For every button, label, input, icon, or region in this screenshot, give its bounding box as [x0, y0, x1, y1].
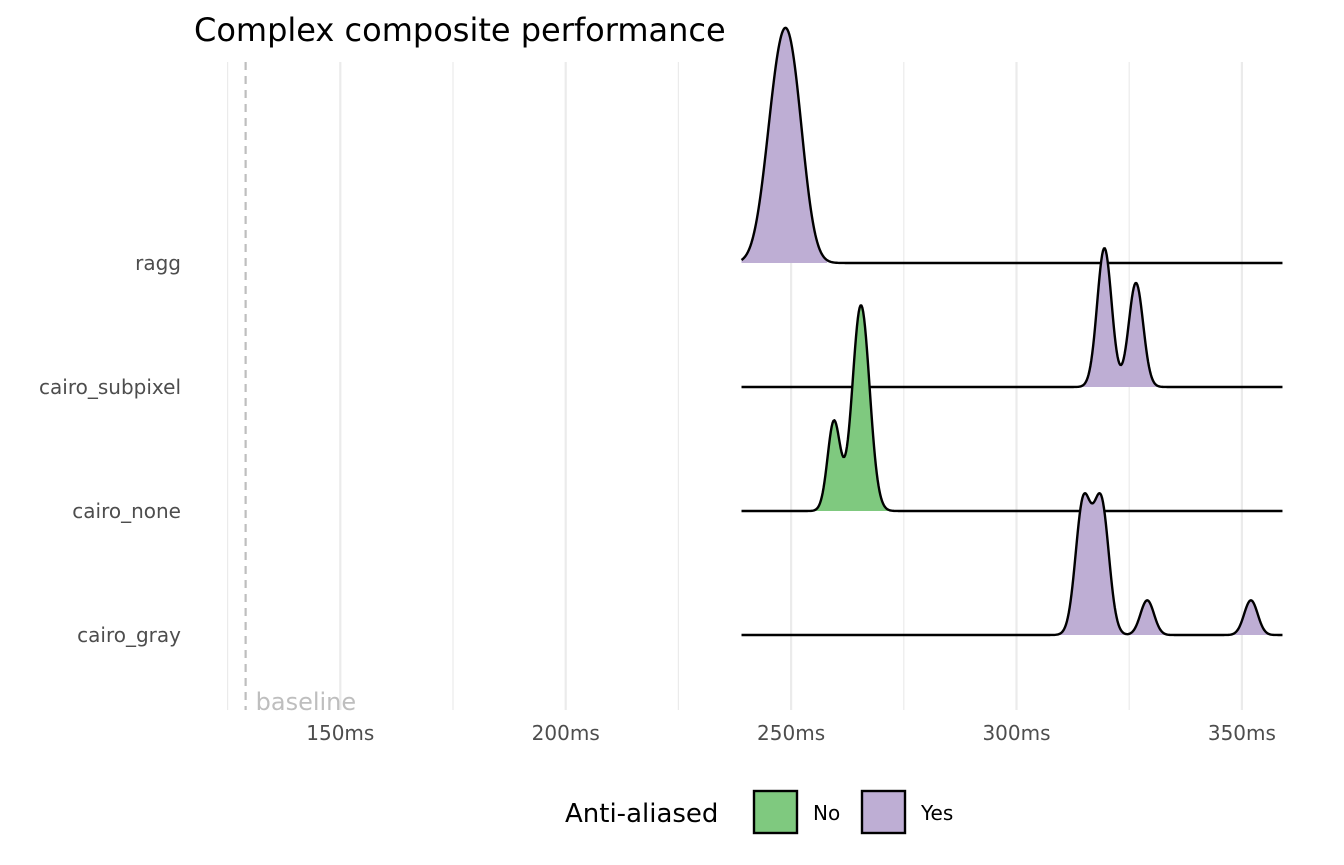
- ridge-cairo_none: [741, 304, 1283, 513]
- x-tick-label: 200ms: [532, 721, 600, 745]
- ridges: [740, 26, 1283, 637]
- ridge-line: [741, 304, 1283, 513]
- legend-entry-no: No: [752, 789, 840, 835]
- ridge-cairo_gray: [741, 491, 1283, 637]
- x-tick-label: 300ms: [982, 721, 1050, 745]
- y-tick-label: ragg: [135, 251, 181, 275]
- legend: Anti-aliased No Yes: [565, 789, 953, 835]
- ridge-fill: [809, 305, 895, 511]
- ridge-fill: [1052, 493, 1283, 635]
- legend-label: Yes: [920, 801, 953, 825]
- baseline-label: baseline: [256, 688, 357, 716]
- ridge-line: [740, 26, 1283, 265]
- legend-entry-yes: Yes: [860, 789, 953, 835]
- legend-label: No: [813, 801, 840, 825]
- legend-key: [752, 789, 799, 835]
- x-axis: 150ms 200ms 250ms 300ms 350ms: [306, 721, 1276, 745]
- ridge-fill: [1066, 248, 1166, 387]
- y-axis: ragg cairo_subpixel cairo_none cairo_gray: [39, 251, 181, 647]
- x-tick-label: 250ms: [757, 721, 825, 745]
- baseline-marker: baseline: [244, 62, 357, 716]
- legend-title: Anti-aliased: [565, 799, 718, 829]
- y-tick-label: cairo_subpixel: [39, 375, 181, 399]
- chart-title: Complex composite performance: [194, 11, 726, 49]
- x-tick-label: 350ms: [1208, 721, 1276, 745]
- ridge-line: [741, 247, 1283, 389]
- y-tick-label: cairo_none: [72, 499, 181, 523]
- ridge-ragg: [740, 26, 1283, 265]
- ridge-fill: [741, 27, 828, 263]
- x-tick-label: 150ms: [306, 721, 374, 745]
- ridge-line: [741, 491, 1283, 637]
- y-tick-label: cairo_gray: [77, 623, 181, 647]
- ridge-cairo_subpixel: [741, 247, 1283, 389]
- legend-key: [860, 789, 907, 835]
